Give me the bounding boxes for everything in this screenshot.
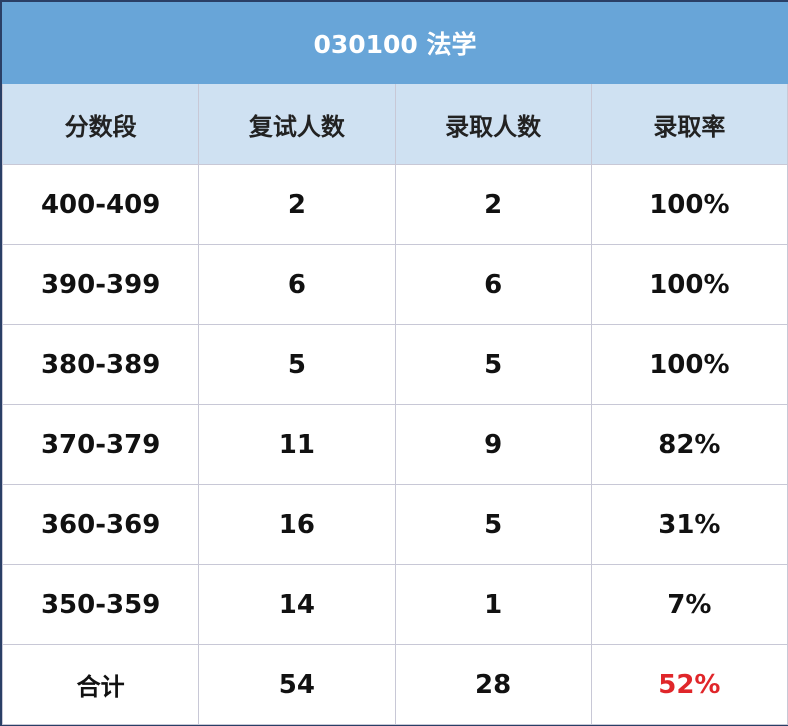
table-cell: 合计 bbox=[1, 644, 200, 725]
table-cell: 380-389 bbox=[1, 324, 200, 405]
table-cell: 100% bbox=[590, 244, 788, 325]
table-row: 390-399 6 6 100% bbox=[1, 244, 788, 325]
table-title: 030100 法学 bbox=[2, 2, 788, 84]
column-header: 分数段 bbox=[1, 83, 200, 165]
table-cell: 52% bbox=[590, 644, 788, 725]
table-cell: 100% bbox=[590, 324, 788, 405]
table-cell: 7% bbox=[590, 564, 788, 645]
column-header: 录取率 bbox=[590, 83, 788, 165]
table-cell: 1 bbox=[394, 564, 592, 645]
table-cell: 2 bbox=[394, 164, 592, 245]
table-cell: 16 bbox=[198, 484, 396, 565]
table-cell: 5 bbox=[198, 324, 396, 405]
table-cell: 14 bbox=[198, 564, 396, 645]
column-header: 录取人数 bbox=[394, 83, 592, 165]
total-row: 合计 54 28 52% bbox=[1, 644, 788, 725]
table-row: 370-379 11 9 82% bbox=[1, 404, 788, 485]
table-cell: 5 bbox=[394, 324, 592, 405]
table-cell: 54 bbox=[198, 644, 396, 725]
table-cell: 28 bbox=[394, 644, 592, 725]
table-row: 400-409 2 2 100% bbox=[1, 164, 788, 245]
table-cell: 360-369 bbox=[1, 484, 200, 565]
table-cell: 9 bbox=[394, 404, 592, 485]
table-cell: 11 bbox=[198, 404, 396, 485]
column-header: 复试人数 bbox=[198, 83, 396, 165]
table-cell: 5 bbox=[394, 484, 592, 565]
table-cell: 390-399 bbox=[1, 244, 200, 325]
table-cell: 350-359 bbox=[1, 564, 200, 645]
table-cell: 400-409 bbox=[1, 164, 200, 245]
table-row: 360-369 16 5 31% bbox=[1, 484, 788, 565]
table-cell: 2 bbox=[198, 164, 396, 245]
table-cell: 82% bbox=[590, 404, 788, 485]
table-cell: 370-379 bbox=[1, 404, 200, 485]
table-cell: 100% bbox=[590, 164, 788, 245]
table-row: 350-359 14 1 7% bbox=[1, 564, 788, 645]
table-cell: 31% bbox=[590, 484, 788, 565]
table-cell: 6 bbox=[394, 244, 592, 325]
table-cell: 6 bbox=[198, 244, 396, 325]
table-row: 380-389 5 5 100% bbox=[1, 324, 788, 405]
